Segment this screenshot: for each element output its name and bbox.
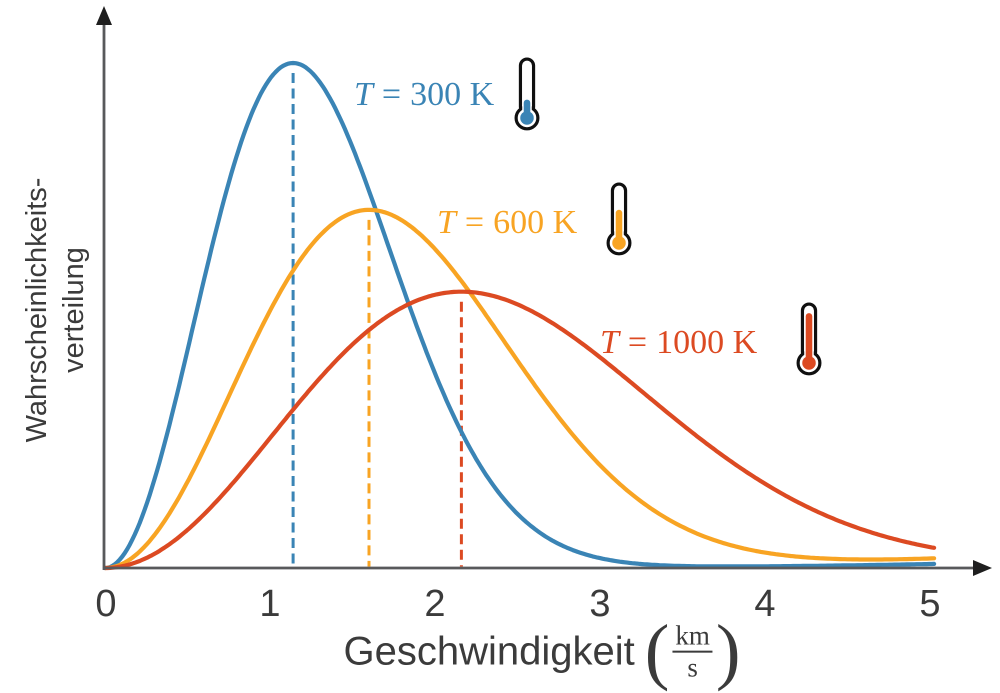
- x-tick-label-2: 2: [424, 583, 446, 625]
- temperature-symbol: T: [354, 76, 373, 113]
- temperature-value: 1000 K: [656, 324, 758, 361]
- temperature-value: 300 K: [410, 76, 495, 113]
- curve-300k: [102, 60, 937, 571]
- equals-sign: =: [381, 76, 402, 113]
- distribution-curves: [102, 60, 937, 571]
- series-label-1000k: T = 1000 K: [600, 322, 757, 364]
- unit-fraction: km s: [672, 621, 713, 683]
- curve-600k: [102, 207, 937, 571]
- x-axis-arrowhead-icon: [973, 560, 992, 576]
- equals-sign: =: [464, 204, 485, 241]
- unit-denominator: s: [687, 653, 698, 683]
- x-axis-label: Geschwindigkeit ( km s ): [343, 611, 741, 693]
- x-tick-label-4: 4: [754, 583, 776, 625]
- peak-dashed-lines: [291, 73, 463, 567]
- x-tick-label-1: 1: [259, 583, 281, 625]
- y-axis-arrowhead-icon: [96, 6, 112, 25]
- equals-sign: =: [627, 324, 648, 361]
- thermometer-300k-icon: [514, 57, 540, 131]
- temperature-symbol: T: [600, 324, 619, 361]
- curve-1000k: [102, 289, 937, 571]
- y-axis-label-line-2: verteilung: [58, 247, 90, 373]
- x-tick-label-3: 3: [589, 583, 611, 625]
- thermometer-600k-icon: [606, 182, 632, 256]
- temperature-value: 600 K: [493, 204, 578, 241]
- thermometer-1000k-icon: [796, 302, 822, 376]
- series-label-600k: T = 600 K: [437, 202, 577, 244]
- y-axis-label-line-1: Wahrscheinlichkeits-: [21, 177, 53, 443]
- temperature-symbol: T: [437, 204, 456, 241]
- y-axis-label: Wahrscheinlichkeits- verteilung: [19, 178, 93, 443]
- x-axis-label-text: Geschwindigkeit: [343, 629, 635, 674]
- unit-numerator: km: [672, 621, 713, 653]
- series-label-300k: T = 300 K: [354, 74, 494, 116]
- x-tick-label-5: 5: [919, 583, 941, 625]
- x-tick-label-0: 0: [95, 583, 117, 625]
